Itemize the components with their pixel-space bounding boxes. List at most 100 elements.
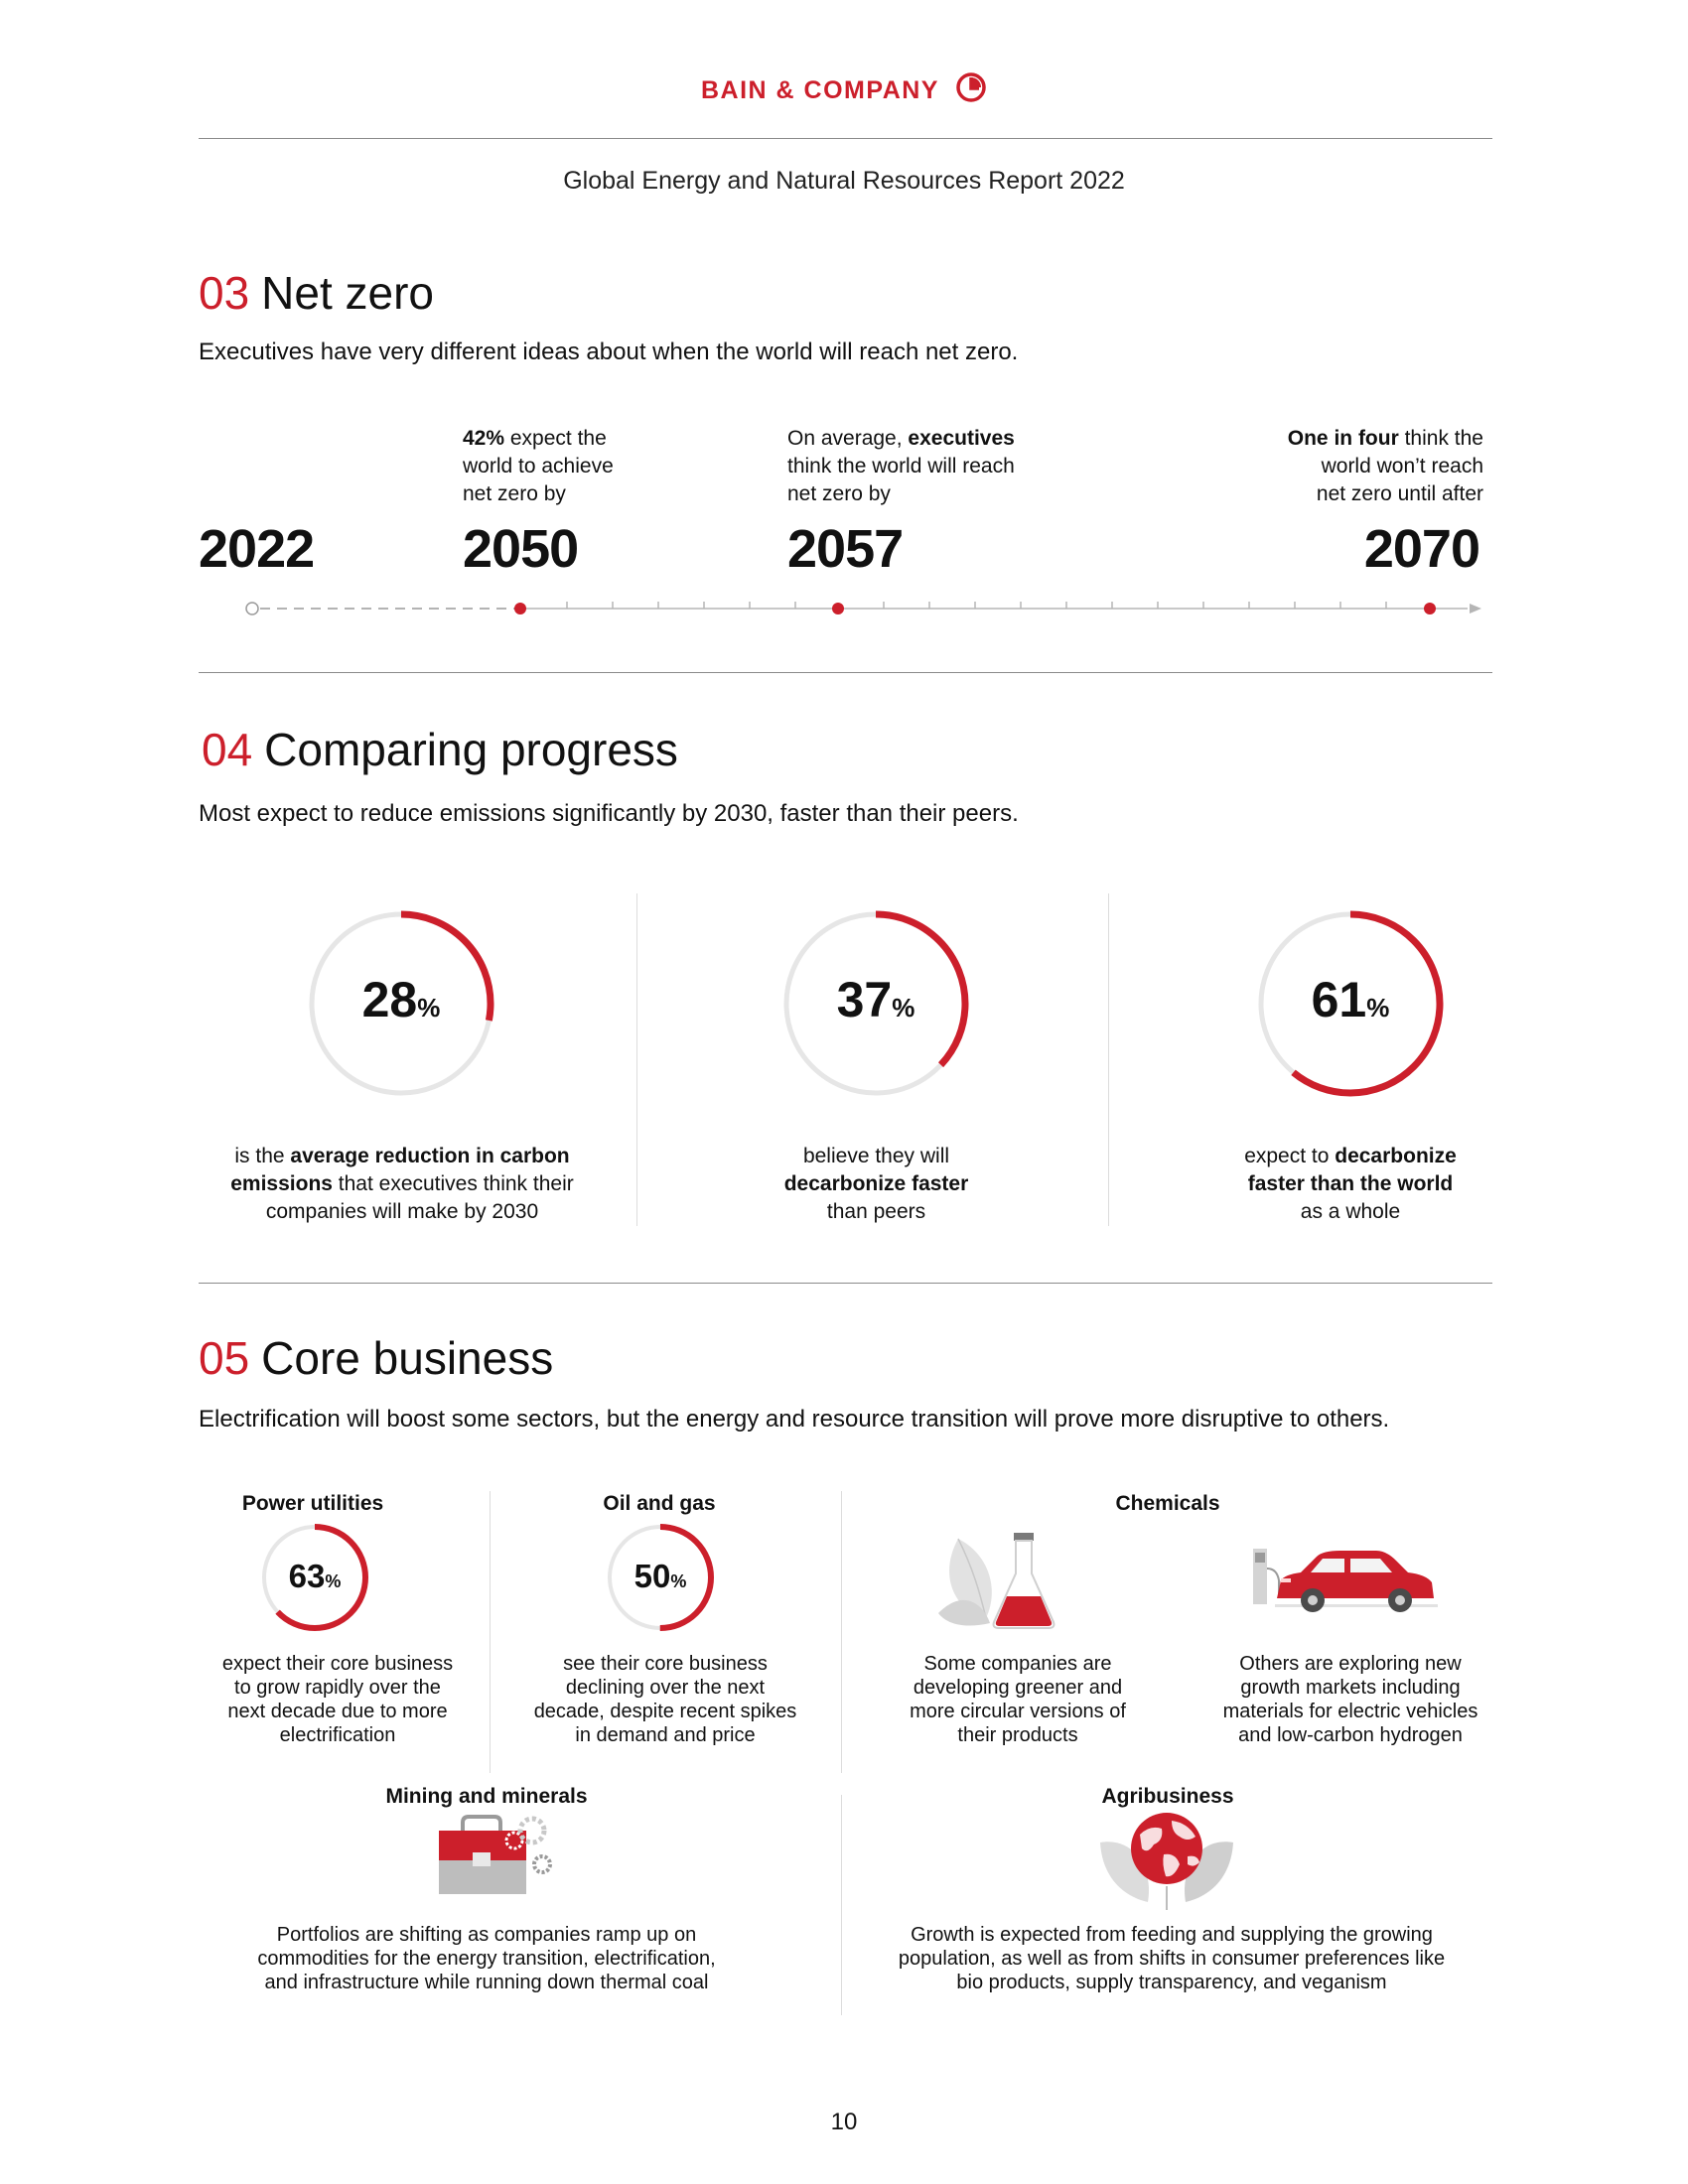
stat-value: 63% [259,1558,370,1595]
section-heading: Comparing progress [264,724,678,775]
annotation-2070: One in four think the world won’t reach … [1192,425,1483,508]
section-05-title: 05 Core business [199,1331,553,1385]
section-rule [199,1283,1492,1284]
stat-caption: Portfolios are shifting as companies ram… [199,1923,774,1994]
briefcase-gears-icon [439,1815,552,1894]
section-number: 05 [199,1332,250,1384]
column-divider [1108,893,1109,1226]
stat-unit: % [892,993,915,1023]
annotation-text: net zero by [787,482,891,505]
donut-chart-61 [1257,910,1444,1097]
annotation-text: net zero by [463,482,566,505]
section-rule [199,672,1492,673]
caption-bold: faster than the world [1247,1172,1454,1195]
caption-text: to grow rapidly over the [234,1677,441,1699]
stat-unit: % [1366,993,1390,1023]
timeline-marker-2070 [1424,603,1436,614]
stat-value: 50% [605,1558,716,1595]
annotation-2050: 42% expect the world to achieve net zero… [463,425,614,508]
caption-text: and low-carbon hydrogen [1238,1724,1463,1746]
caption-text: believe they will [802,1145,950,1167]
stat-value: 37% [780,971,971,1028]
section-04-subtitle: Most expect to reduce emissions signific… [199,800,1019,827]
stat-caption: Others are exploring new growth markets … [1187,1652,1514,1747]
stat-number: 28 [361,972,418,1027]
caption-text: expect their core business [221,1653,454,1675]
stat-caption: believe they will decarbonize faster tha… [675,1143,1077,1226]
annotation-2057: On average, executives think the world w… [787,425,1015,508]
stat-unit: % [325,1571,342,1591]
donut-arc [261,1524,368,1631]
donut-arc [607,1524,714,1631]
caption-text: Portfolios are shifting as companies ram… [276,1924,697,1946]
column-divider [636,893,637,1226]
net-zero-timeline [245,602,1481,615]
caption-text: see their core business [563,1653,768,1675]
annotation-text: On average, [787,427,909,450]
caption-text: their products [957,1724,1078,1746]
stat-number: 50 [633,1558,671,1594]
caption-bold: emissions [230,1172,333,1195]
caption-text: than peers [826,1200,926,1223]
caption-text: Growth is expected from feeding and supp… [911,1924,1433,1946]
column-divider [490,1491,491,1773]
stat-caption: Growth is expected from feeding and supp… [864,1923,1479,1994]
page-number: 10 [830,2109,858,2135]
caption-text: and infrastructure while running down th… [264,1972,709,1993]
stat-unit: % [417,993,441,1023]
caption-text: developing greener and [913,1677,1123,1699]
caption-text: is the [234,1145,291,1167]
caption-text: declining over the next [565,1677,766,1699]
caption-text: in demand and price [575,1724,756,1746]
section-03-subtitle: Executives have very different ideas abo… [199,339,1019,365]
header-rule [199,138,1492,139]
donut-chart-50 [607,1524,714,1631]
donut-chart-63 [261,1524,368,1631]
stat-number: 63 [288,1558,326,1594]
caption-text: materials for electric vehicles [1222,1701,1478,1722]
timeline-year-2022: 2022 [199,519,315,579]
category-label-mining-and-minerals: Mining and minerals [385,1785,588,1808]
caption-text: commodities for the energy transition, e… [257,1948,716,1970]
stat-caption: expect their core business to grow rapid… [199,1652,477,1747]
stat-number: 37 [836,972,893,1027]
caption-text: expect to [1244,1145,1336,1167]
caption-text: Others are exploring new [1239,1653,1462,1675]
annotation-text: world to achieve [463,455,614,478]
stat-number: 61 [1311,972,1367,1027]
stat-value: 28% [306,971,496,1028]
annotation-text: world won’t reach [1321,455,1483,478]
caption-bold: average reduction in carbon [290,1145,570,1167]
annotation-text: think the [1398,427,1483,450]
caption-text: bio products, supply transparency, and v… [956,1972,1387,1993]
caption-text: growth markets including [1240,1677,1461,1699]
annotation-bold: 42% [463,427,505,450]
caption-bold: decarbonize faster [783,1172,969,1195]
caption-bold: decarbonize [1335,1145,1457,1167]
section-03-title: 03 Net zero [199,266,434,320]
annotation-text: net zero until after [1316,482,1483,505]
caption-text: population, as well as from shifts in co… [898,1948,1446,1970]
timeline-year-2050: 2050 [463,519,579,579]
caption-text: more circular versions of [910,1701,1126,1722]
timeline-year-2057: 2057 [787,519,904,579]
brand-logo: BAIN & COMPANY [0,71,1688,110]
category-label-power-utilities: Power utilities [241,1492,384,1515]
category-label-chemicals: Chemicals [1115,1492,1220,1515]
timeline-marker-2050 [514,603,526,614]
caption-text: electrification [279,1724,396,1746]
section-heading: Core business [261,1332,554,1384]
donut-arc [1257,910,1444,1097]
category-label-oil-and-gas: Oil and gas [603,1492,716,1515]
stat-caption: expect to decarbonize faster than the wo… [1152,1143,1549,1226]
donut-arc [782,910,969,1097]
caption-text: Some companies are [923,1653,1112,1675]
section-number: 04 [202,724,253,775]
section-heading: Net zero [261,267,435,319]
annotation-bold: executives [908,427,1015,450]
category-label-agribusiness: Agribusiness [1101,1785,1234,1808]
caption-text: decade, despite recent spikes [533,1701,797,1722]
electric-car-icon [1253,1549,1438,1612]
stat-caption: Some companies are developing greener an… [874,1652,1162,1747]
timeline-year-2070: 2070 [1363,519,1480,579]
